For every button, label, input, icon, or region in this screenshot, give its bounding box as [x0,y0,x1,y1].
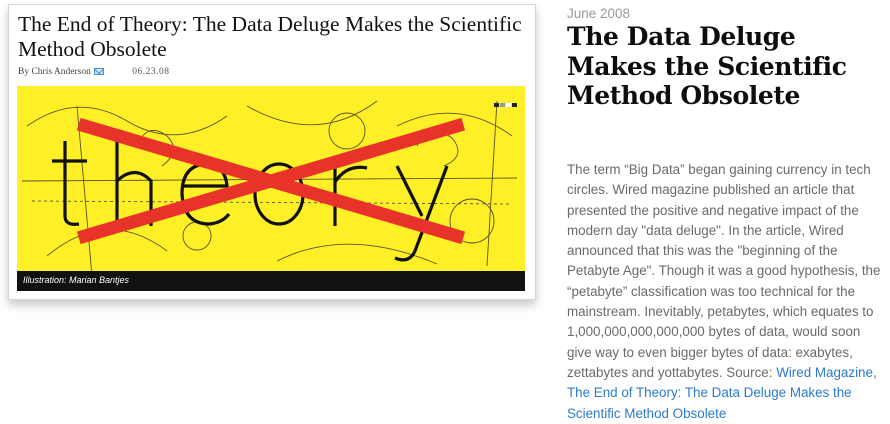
source-link-article[interactable]: The End of Theory: The Data Deluge Makes… [567,385,852,421]
article-date: 06.23.08 [132,67,170,77]
author-name: Chris Anderson [31,67,91,77]
source-link-wired[interactable]: Wired Magazine [776,364,873,380]
color-swatch-bars [493,94,517,107]
byline: By Chris Anderson 06.23.08 [18,67,169,77]
description-text: The term “Big Data” began gaining curren… [567,162,881,380]
theory-illustration: Illustration: Marian Bantjes [17,86,525,291]
illustration-credit: Illustration: Marian Bantjes [23,275,130,285]
mail-icon [93,68,104,75]
illustration-graphic [21,100,518,277]
article-title: The End of Theory: The Data Deluge Makes… [18,12,522,61]
timeline-headline: The Data Deluge Makes the Scientific Met… [567,22,847,110]
article-screenshot-card: The End of Theory: The Data Deluge Makes… [8,4,536,300]
timeline-date: June 2008 [567,6,631,21]
source-separator: , [872,364,877,380]
timeline-description: The term “Big Data” began gaining curren… [567,160,885,424]
byline-prefix: By [18,67,30,77]
credit-bar: Illustration: Marian Bantjes [17,271,525,291]
